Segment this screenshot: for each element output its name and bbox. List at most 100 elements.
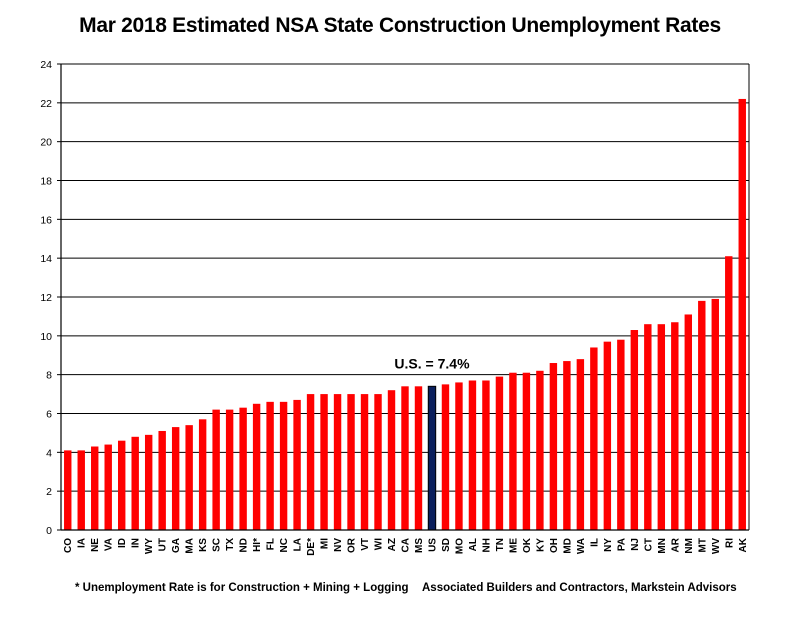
bar [482,380,490,530]
bar [468,380,477,530]
bar [684,314,693,530]
x-tick-label: AL [468,538,479,551]
y-tick-label: 6 [46,409,52,421]
bar [657,324,666,530]
bar [360,394,369,530]
bar [374,394,382,530]
bar [225,409,234,530]
x-tick-label: SC [212,538,223,552]
bar [441,384,450,530]
y-tick-label: 14 [40,253,52,265]
x-tick-label: MN [657,538,668,554]
bar [522,372,531,530]
x-tick-label: MI [320,538,331,549]
bar [117,440,126,530]
x-tick-label: AR [670,537,681,552]
bar [590,347,598,530]
y-tick-label: 10 [40,331,52,343]
bar [549,363,558,530]
x-tick-label: UT [158,538,169,551]
x-tick-label: RI [724,538,735,548]
x-tick-label: HI* [252,538,263,552]
x-tick-label: MA [185,538,196,554]
bar [401,386,409,530]
x-tick-label: TN [495,538,506,551]
bar [91,446,99,530]
bar [536,370,544,530]
x-tick-label: LA [293,538,304,551]
x-tick-label: ID [117,538,128,548]
bar [144,434,153,530]
x-tick-label: WA [576,538,587,554]
bar [698,300,706,530]
bar [414,386,423,530]
bar [279,401,288,530]
bar [306,394,315,530]
bar [198,419,207,530]
bar [711,298,719,530]
x-tick-label: MD [562,538,573,554]
x-tick-label: WV [711,538,722,554]
x-tick-label: NY [603,538,614,552]
bar [171,427,180,530]
y-tick-label: 12 [40,292,52,304]
bar [320,394,328,530]
x-tick-label: VT [360,538,371,551]
y-tick-label: 8 [46,370,52,382]
bar [738,98,746,530]
us-annotation: U.S. = 7.4% [394,355,470,371]
bar [617,339,625,530]
y-tick-label: 22 [40,98,52,110]
x-tick-label: GA [171,538,182,553]
x-tick-label: NJ [630,538,641,551]
x-tick-label: WY [144,538,155,554]
bar [725,256,733,530]
y-tick-label: 18 [40,176,52,188]
y-tick-label: 24 [40,59,52,71]
x-tick-label: AZ [387,538,398,551]
bar [185,425,193,530]
bar [644,324,652,530]
bar [104,444,112,530]
y-tick-label: 0 [46,525,52,537]
bar [495,376,504,530]
x-tick-label: IN [131,538,142,548]
y-tick-label: 20 [40,137,52,149]
bar [509,372,517,530]
x-tick-label: NH [481,538,492,552]
x-tick-label: TX [225,538,236,551]
x-tick-label: OR [347,537,358,553]
y-tick-label: 4 [46,447,52,459]
bar [266,401,274,530]
chart-title: Mar 2018 Estimated NSA State Constructio… [79,14,721,37]
bar [64,450,72,530]
x-tick-label: ND [239,538,250,552]
bars [64,98,746,531]
bar [671,322,679,530]
x-tick-label: ME [508,538,519,553]
x-tick-label: CT [643,538,654,551]
x-tick-label: AK [738,537,749,552]
x-tick-label: MT [697,538,708,552]
x-tick-label: KS [198,538,209,552]
bar [603,341,612,530]
bar [252,403,261,530]
x-tick-label: FL [266,538,277,550]
bar [77,450,85,530]
x-tick-label: DE* [306,538,317,556]
x-tick-label: US [427,538,438,552]
x-tick-label: CA [401,538,412,552]
bar [563,361,571,530]
x-tick-label: VA [104,538,115,551]
bar [239,407,247,530]
bar [387,390,396,530]
bar-us [427,385,437,531]
x-tick-label: IA [77,538,88,548]
x-tick-label: NM [684,538,695,554]
x-tick-label: PA [616,538,627,551]
source-credit: Associated Builders and Contractors, Mar… [422,582,737,594]
x-tick-label: NV [333,538,344,552]
y-tick-label: 2 [46,486,52,498]
